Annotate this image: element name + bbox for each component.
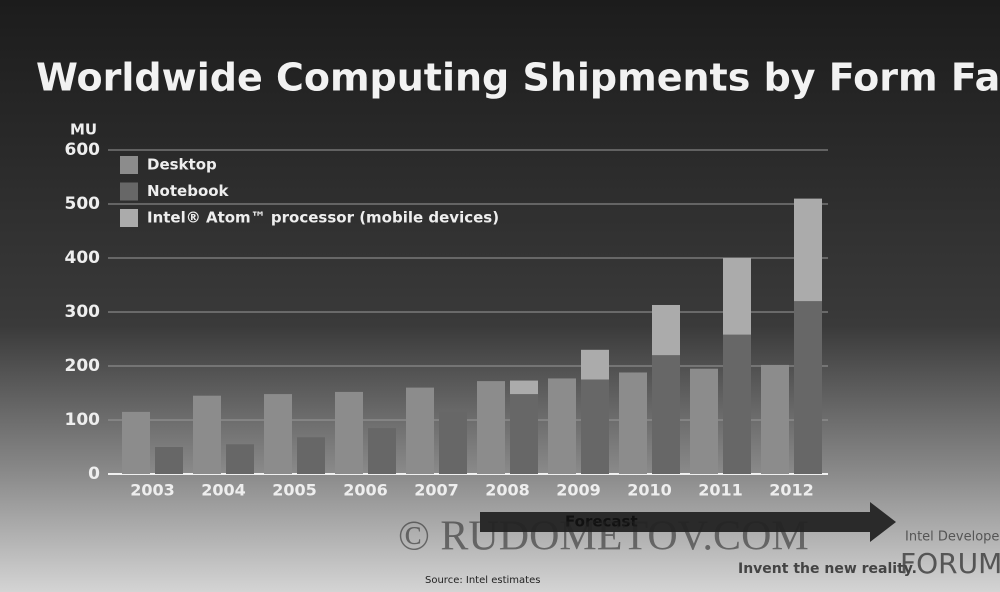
- bar: [335, 391, 363, 474]
- x-tick-label: 2006: [343, 481, 388, 500]
- bar: [794, 301, 822, 474]
- x-tick-label: 2008: [485, 481, 530, 500]
- watermark: © RUDOMETOV.COM: [398, 514, 809, 560]
- bar: [794, 198, 822, 302]
- bar: [226, 444, 254, 474]
- y-tick-label: 0: [88, 464, 100, 484]
- bar: [548, 378, 576, 474]
- plot: 0 100 200 300 400 500 600 2003 2004 2005 2006 2007 2…: [65, 140, 828, 500]
- y-tick-label: 200: [65, 356, 101, 376]
- x-tick-label: 2010: [627, 481, 672, 500]
- forecast-arrow: [480, 502, 896, 542]
- bar: [581, 349, 609, 380]
- y-tick-label: 300: [65, 302, 101, 322]
- bar: [619, 372, 647, 474]
- bar: [193, 395, 221, 474]
- x-tick-label: 2011: [698, 481, 743, 500]
- brand: Intel Developer: [905, 530, 1000, 545]
- x-tick-label: 2004: [201, 481, 246, 500]
- y-tick-label: 100: [65, 410, 101, 430]
- legend-label: Desktop: [147, 156, 217, 174]
- legend-label: Intel® Atom™ processor (mobile devices): [147, 209, 499, 227]
- bar: [439, 411, 467, 474]
- bar: [122, 411, 150, 474]
- bar: [510, 380, 538, 395]
- legend-swatch: [120, 156, 138, 174]
- bar: [510, 394, 538, 474]
- legend-swatch: [120, 209, 138, 227]
- tagline: Invent the new reality.: [738, 561, 917, 577]
- bar: [368, 428, 396, 474]
- bar: [652, 304, 680, 356]
- y-tick-label: 400: [65, 248, 101, 268]
- y-axis-label: MU: [70, 121, 97, 139]
- bar: [690, 368, 718, 474]
- source: Source: Intel estimates: [425, 575, 540, 586]
- bar: [652, 355, 680, 474]
- brand-word: FORUM: [900, 547, 1000, 580]
- bar: [761, 364, 789, 474]
- bar: [723, 258, 751, 335]
- x-tick-label: 2007: [414, 481, 459, 500]
- legend-swatch: [120, 182, 138, 201]
- bar: [581, 379, 609, 474]
- x-tick-label: 2009: [556, 481, 601, 500]
- x-tick-label: 2012: [769, 481, 814, 500]
- bar: [723, 334, 751, 474]
- y-tick-label: 600: [65, 140, 101, 160]
- bar: [297, 437, 325, 474]
- x-tick-label: 2003: [130, 481, 175, 500]
- chart-title: Worldwide Computing Shipments by Form Fa…: [36, 56, 1000, 100]
- y-tick-label: 500: [65, 194, 101, 214]
- annotation: Forecast: [565, 513, 638, 531]
- legend-label: Notebook: [147, 182, 230, 200]
- bar: [155, 447, 183, 474]
- bar: [264, 394, 292, 474]
- x-tick-label: 2005: [272, 481, 317, 500]
- bar: [406, 387, 434, 474]
- bar: [477, 381, 505, 474]
